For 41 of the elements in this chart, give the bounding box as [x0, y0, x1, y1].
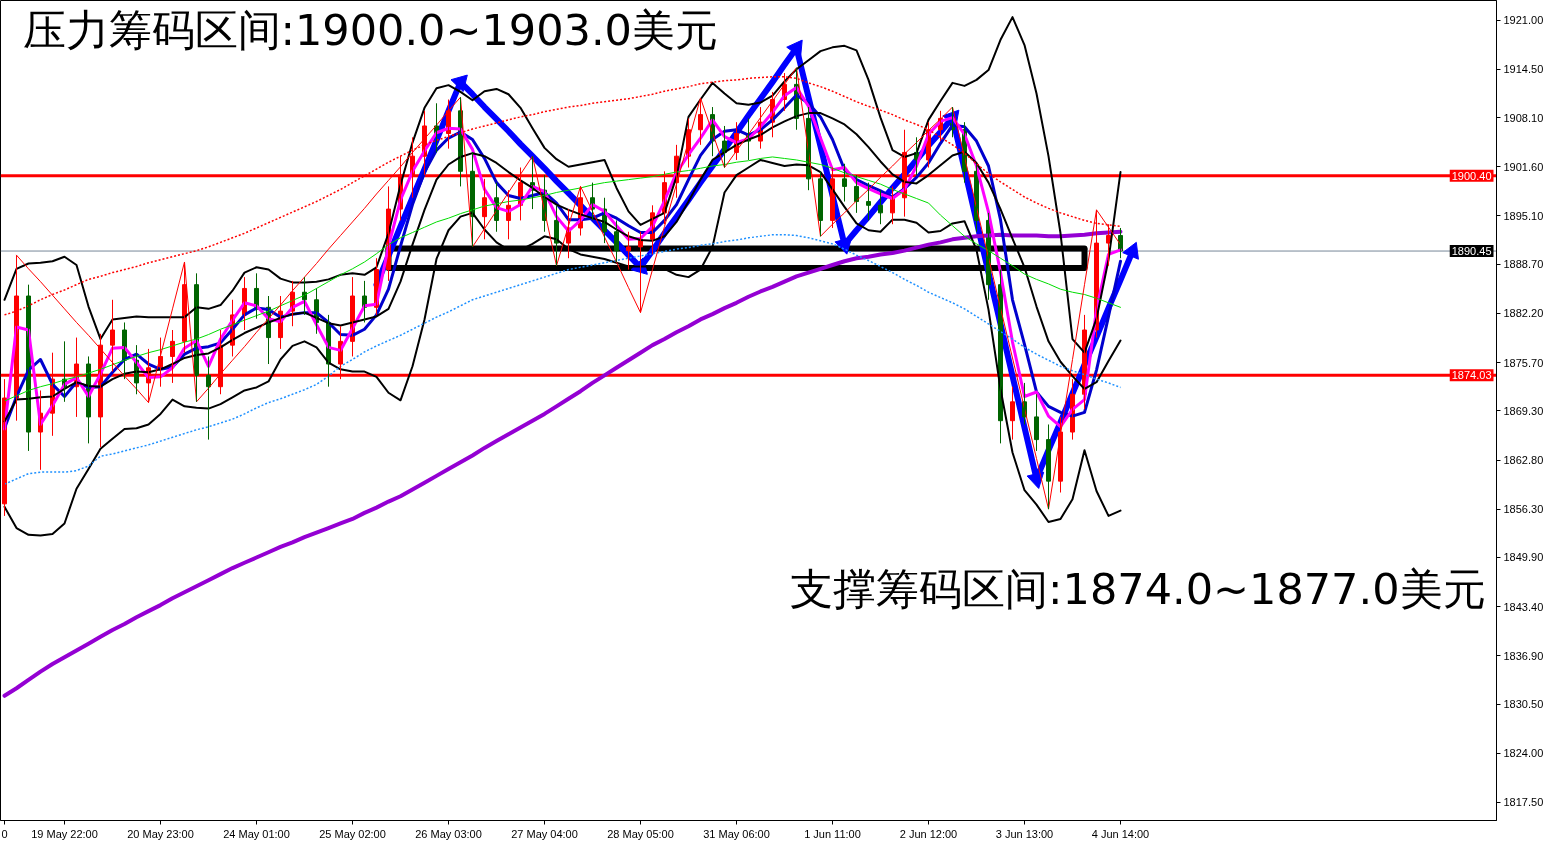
x-tick-label: 1 Jun 11:00 [804, 827, 861, 840]
y-tick-label: 1882.20 [1503, 307, 1544, 320]
y-tick-label: 1836.90 [1503, 649, 1544, 662]
line-series [4, 156, 1121, 402]
x-tick-label: 26 May 03:00 [415, 827, 482, 840]
point [1122, 241, 1139, 260]
y-tick-label: 1817.50 [1503, 796, 1544, 809]
y-tick-label: 1824.00 [1503, 747, 1544, 760]
x-tick-label: 25 May 02:00 [319, 827, 386, 840]
ref-line-label: 1890.45 [1451, 245, 1492, 258]
point [450, 74, 468, 93]
point [1026, 471, 1045, 489]
y-tick-label: 1914.50 [1503, 63, 1544, 76]
x-tick-label: 24 May 01:00 [223, 827, 290, 840]
y-tick-label: 1830.50 [1503, 698, 1544, 711]
x-tick-label: 0 [1, 827, 8, 840]
y-tick-label: 1862.80 [1503, 454, 1544, 466]
x-tick-label: 2 Jun 12:00 [899, 827, 958, 840]
y-tick-label: 1875.70 [1503, 356, 1544, 369]
point [786, 39, 803, 58]
y-tick-label: 1921.00 [1503, 14, 1544, 27]
annotation: 支撑筹码区间:1874.0~1877.0美元 [790, 563, 1486, 614]
y-tick-label: 1908.10 [1503, 111, 1544, 124]
y-tick-label: 1895.10 [1503, 209, 1544, 222]
x-tick-label: 3 Jun 13:00 [995, 827, 1054, 840]
y-tick-label: 1856.30 [1503, 503, 1544, 516]
y-tick-label: 1849.90 [1503, 551, 1544, 564]
x-tick-label: 19 May 22:00 [31, 827, 98, 840]
line-series [3, 158, 1122, 537]
x-tick-label: 4 Jun 14:00 [1091, 827, 1150, 840]
x-tick-label: 27 May 04:00 [511, 827, 578, 840]
ref-line-label: 1874.03 [1451, 369, 1492, 382]
y-tick-label: 1843.40 [1503, 600, 1544, 613]
y-tick-label: 1901.60 [1503, 160, 1544, 173]
y-tick-label: 1888.70 [1503, 258, 1544, 271]
ref-line-label: 1900.40 [1451, 169, 1492, 182]
annotation: 压力筹码区间:1900.0~1903.0美元 [22, 4, 718, 55]
x-tick-label: 28 May 05:00 [607, 827, 674, 840]
x-tick-label: 20 May 23:00 [127, 827, 194, 840]
y-tick-label: 1869.30 [1503, 404, 1544, 417]
x-tick-label: 31 May 06:00 [703, 827, 770, 840]
